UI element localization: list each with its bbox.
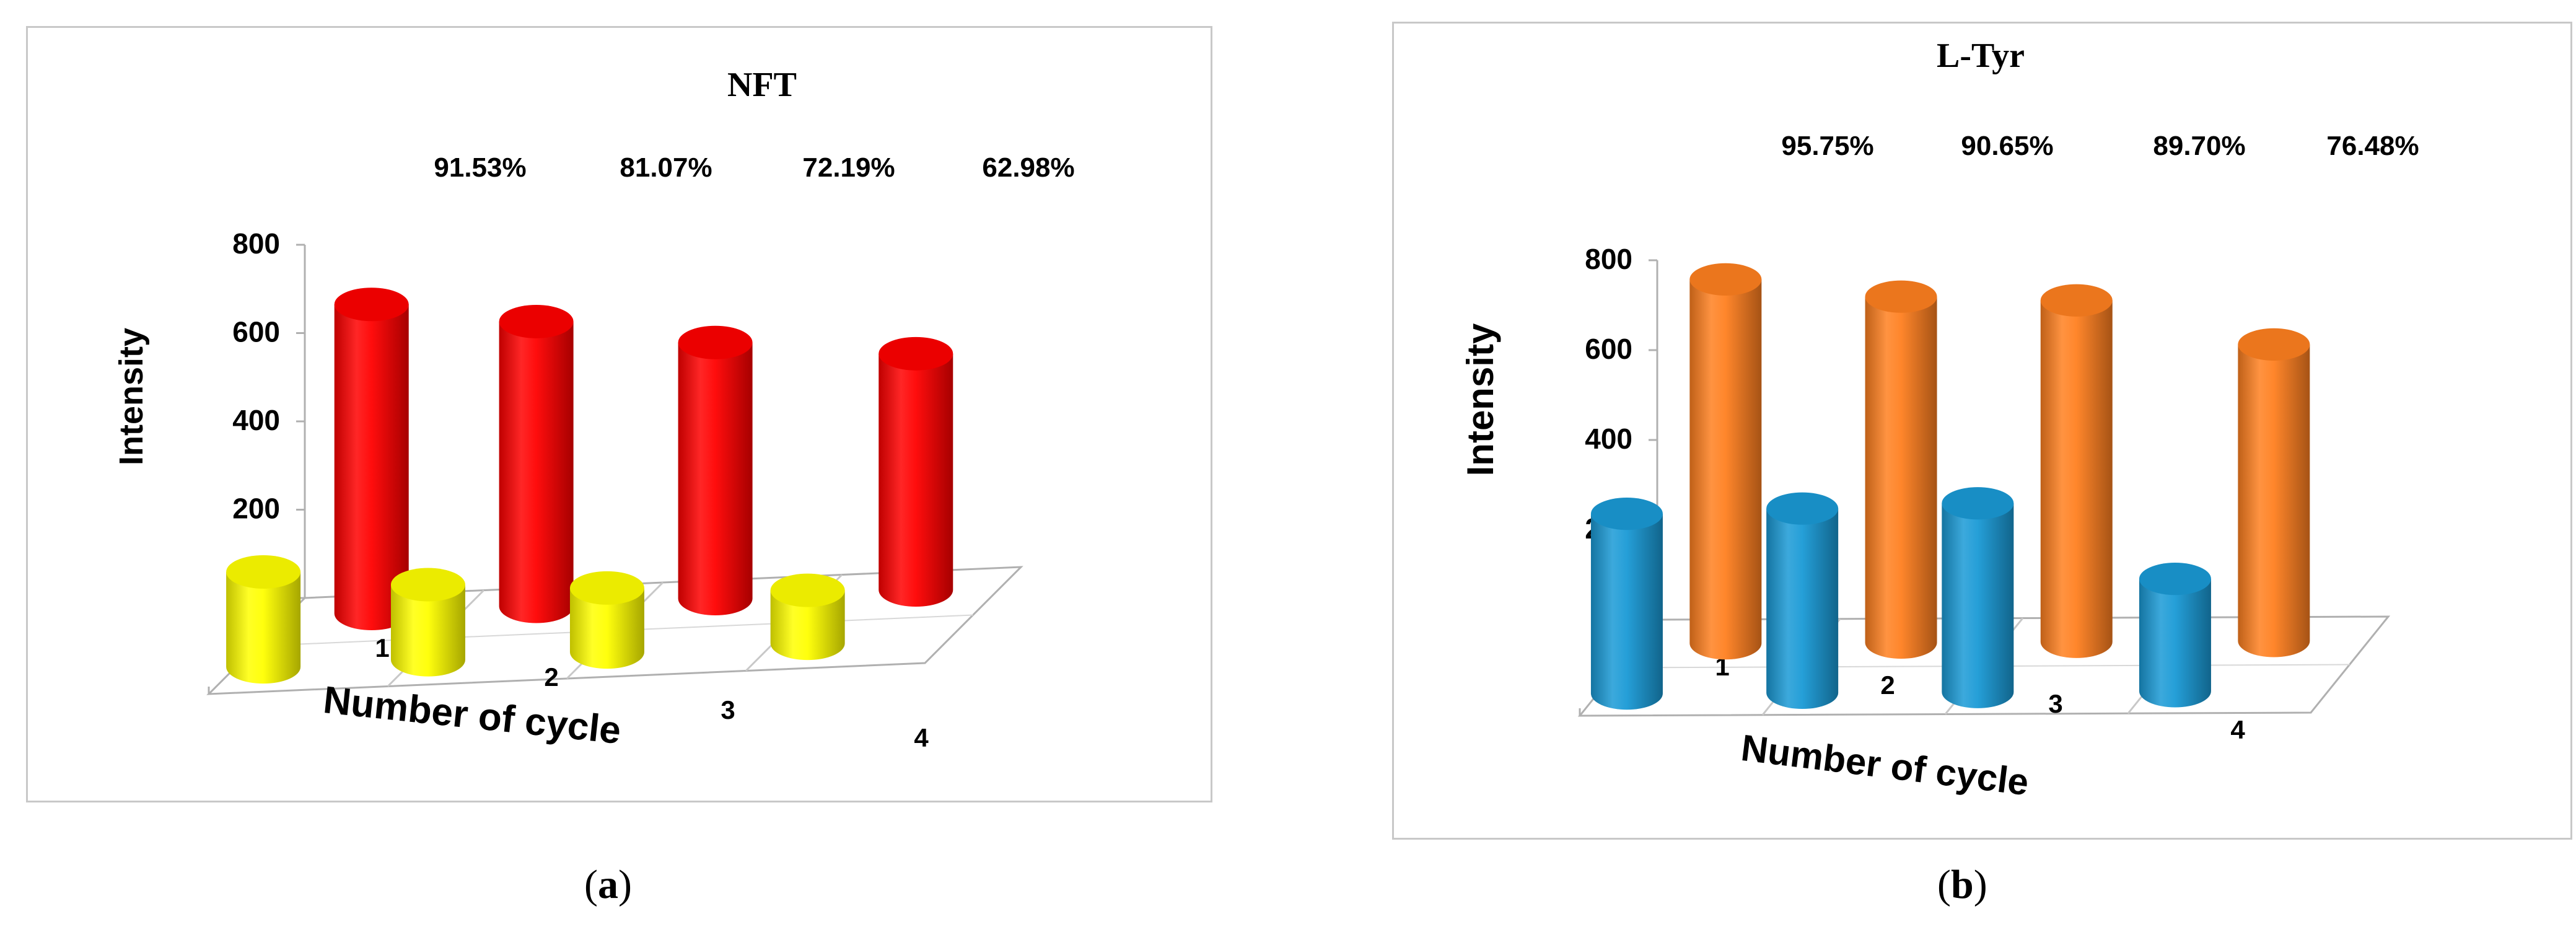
y-tick-label: 400	[1585, 423, 1632, 455]
data-annotation: 62.98%	[982, 152, 1074, 183]
bar-front-series	[1766, 492, 1839, 710]
bar-front-series	[2139, 563, 2211, 708]
data-annotation: 95.75%	[1781, 131, 1873, 161]
y-tick-label: 200	[232, 493, 280, 525]
caption-a: (a)	[584, 862, 632, 907]
bar-front-series	[226, 555, 301, 684]
bar-front-series	[569, 571, 644, 669]
bar-back-series	[334, 288, 409, 631]
x-tick-label: 4	[2230, 715, 2245, 744]
bar-back-series	[499, 304, 574, 623]
bar-back-series	[2040, 284, 2113, 658]
x-tick-label: 2	[544, 662, 558, 692]
x-axis-label: Number of cycle	[1739, 727, 2031, 803]
y-axis-label: Intensity	[113, 328, 150, 465]
x-tick-label: 2	[1880, 670, 1895, 700]
data-annotation: 72.19%	[802, 152, 895, 183]
data-annotation: 90.65%	[1961, 131, 2053, 161]
x-tick-label: 3	[2048, 689, 2062, 718]
bar-back-series	[1689, 263, 1762, 660]
y-tick-label: 600	[1585, 333, 1632, 365]
chart-title: L-Tyr	[1937, 37, 2025, 75]
y-tick-label: 800	[1585, 243, 1632, 275]
x-axis-label: Number of cycle	[322, 679, 623, 752]
bar-front-series	[1590, 498, 1663, 710]
y-axis-label: Intensity	[1460, 323, 1501, 476]
bar-back-series	[878, 336, 953, 607]
bar-front-series	[1942, 487, 2014, 708]
x-tick-label: 3	[721, 695, 735, 724]
y-tick-label: 800	[232, 227, 280, 260]
bar-back-series	[1865, 280, 1937, 659]
bar-back-series	[2238, 328, 2310, 657]
y-tick-label: 400	[232, 404, 280, 436]
data-annotation: 91.53%	[434, 152, 526, 183]
x-tick-label: 4	[914, 723, 929, 752]
data-annotation: 89.70%	[2153, 131, 2245, 161]
data-annotation: 76.48%	[2326, 131, 2419, 161]
y-tick-label: 600	[232, 316, 280, 348]
bar-back-series	[678, 325, 753, 615]
caption-b: (b)	[1937, 862, 1987, 907]
chart-a: 0200400600800IntensityNumber of cycle123…	[113, 66, 1075, 752]
chart-b: 0200400600800IntensityNumber of cycle123…	[1460, 37, 2419, 803]
chart-title: NFT	[727, 66, 797, 104]
bar-front-series	[390, 568, 465, 677]
x-tick-label: 1	[375, 633, 389, 662]
bar-front-series	[770, 573, 845, 661]
data-annotation: 81.07%	[620, 152, 712, 183]
